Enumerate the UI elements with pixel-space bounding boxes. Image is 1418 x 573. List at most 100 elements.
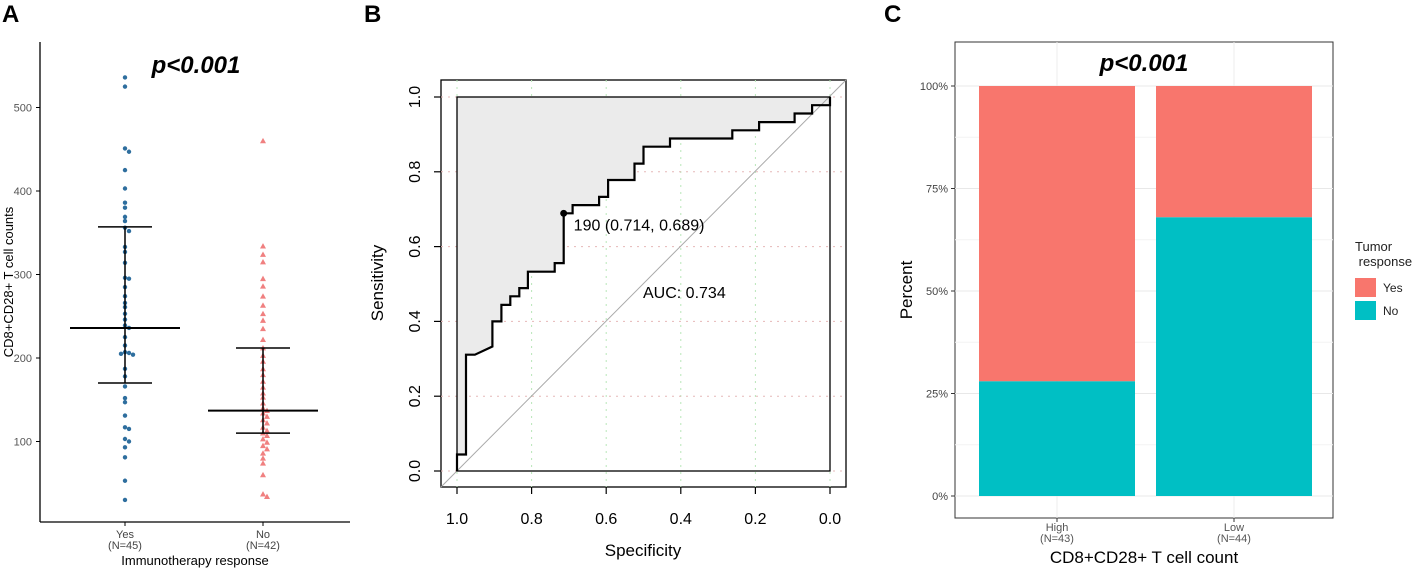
- panel-c-y-title: Percent: [897, 260, 916, 319]
- a-point-no: [260, 317, 266, 323]
- a-point-yes: [122, 384, 128, 389]
- a-point-yes: [126, 439, 132, 444]
- a-point-yes: [122, 445, 128, 450]
- a-point-yes: [126, 228, 132, 234]
- a-point-yes: [122, 84, 128, 89]
- a-point-no: [260, 460, 266, 466]
- b-x-tick-label: 0.4: [670, 511, 692, 528]
- panel-label-c: C: [884, 1, 901, 28]
- panel-label-a: A: [2, 1, 19, 28]
- a-point-no: [264, 432, 270, 439]
- c-bar-no: [1156, 217, 1312, 496]
- a-point-no: [260, 471, 266, 478]
- a-point-yes: [122, 400, 128, 405]
- a-y-tick-label: 100: [14, 437, 32, 449]
- panel-a-pvalue: p<0.001: [151, 52, 241, 79]
- a-point-yes: [122, 497, 128, 503]
- a-point-yes: [122, 214, 128, 220]
- a-point-no: [260, 302, 266, 308]
- a-point-yes: [122, 455, 128, 460]
- a-point-no: [260, 293, 266, 299]
- a-point-no: [260, 137, 266, 144]
- panel-a-x-title: Immunotherapy response: [121, 553, 268, 568]
- c-y-tick-label: 100%: [920, 81, 948, 93]
- panel-b-roc: 190 (0.714, 0.689) AUC: 0.734 1.0 0.8 0.6 0…: [368, 79, 847, 560]
- a-point-no: [264, 427, 270, 434]
- a-point-yes: [118, 351, 124, 357]
- panel-a-y-title: CD8+CD28+ T cell counts: [1, 206, 16, 357]
- a-point-yes: [122, 186, 128, 191]
- b-y-tick-label: 1.0: [407, 86, 424, 108]
- c-bar-yes: [1156, 86, 1312, 218]
- roc-curve: [455, 97, 832, 471]
- a-point-yes: [122, 218, 128, 224]
- a-y-tick-label: 200: [14, 353, 32, 365]
- a-point-no: [260, 442, 266, 449]
- a-point-yes: [122, 200, 128, 205]
- a-point-yes: [126, 276, 132, 281]
- a-point-yes: [122, 205, 128, 210]
- a-point-no: [264, 439, 270, 445]
- panel-label-b: B: [364, 1, 381, 28]
- roc-unit-box: [456, 96, 831, 472]
- a-point-yes: [126, 149, 132, 154]
- a-y-tick-label: 500: [14, 103, 32, 115]
- c-y-tick-label: 75%: [926, 184, 948, 196]
- a-point-no: [260, 275, 266, 282]
- a-point-no: [260, 491, 266, 497]
- panel-c-pvalue: p<0.001: [1099, 50, 1189, 77]
- b-y-tick-label: 0.4: [407, 310, 424, 332]
- c-y-tick-label: 0%: [932, 491, 948, 503]
- c-y-tick-label: 25%: [926, 389, 948, 401]
- a-point-no: [260, 243, 266, 249]
- panel-c-x-title: CD8+CD28+ T cell count: [1050, 548, 1239, 567]
- a-point-yes: [126, 350, 132, 356]
- a-x-tick-label: No (N=42): [246, 529, 280, 552]
- b-y-tick-label: 0.0: [407, 460, 424, 482]
- c-x-tick-label: Low (N=44): [1217, 522, 1251, 545]
- panel-a-dot-plot: 100 200 300 400 500 Yes (N=45) No (N=42) p<0.00…: [1, 42, 350, 568]
- a-point-no: [264, 493, 270, 500]
- a-point-no: [260, 450, 266, 456]
- a-point-no: [264, 446, 270, 452]
- b-y-tick-label: 0.8: [407, 161, 424, 183]
- a-point-no: [264, 413, 270, 419]
- roc-threshold-point: [560, 209, 568, 217]
- panel-b-y-title: Sensitivity: [368, 244, 387, 321]
- a-point-yes: [122, 425, 128, 430]
- a-point-no: [260, 325, 266, 332]
- a-point-no: [260, 336, 266, 343]
- c-x-tick-label: High (N=43): [1040, 522, 1074, 545]
- a-point-yes: [122, 146, 128, 151]
- a-point-yes: [126, 426, 132, 432]
- a-point-yes: [122, 395, 128, 401]
- a-point-yes: [122, 75, 128, 80]
- a-point-no: [264, 420, 270, 426]
- a-y-tick-label: 300: [14, 270, 32, 282]
- a-point-yes: [122, 436, 128, 442]
- a-y-tick-label: 400: [14, 186, 32, 198]
- a-point-no: [260, 455, 266, 461]
- panel-b-x-title: Specificity: [605, 541, 682, 560]
- b-x-tick-label: 0.8: [520, 511, 542, 528]
- a-point-no: [260, 283, 266, 289]
- a-point-yes: [122, 413, 128, 418]
- roc-area-shading: [457, 97, 830, 471]
- a-point-yes: [122, 478, 128, 483]
- c-bar-yes: [979, 86, 1135, 382]
- a-point-yes: [122, 167, 128, 173]
- a-point-yes: [130, 352, 136, 357]
- c-legend-label: Yes: [1383, 281, 1403, 295]
- b-x-tick-label: 0.2: [744, 511, 766, 528]
- a-x-tick-label: Yes (N=45): [108, 529, 142, 552]
- panel-c-stacked-bar: 0% 25% 50% 75% 100% High (N=43) Low (N=44) p<0.…: [897, 41, 1412, 567]
- c-legend-swatch: [1355, 278, 1376, 297]
- roc-reference-line: [440, 79, 847, 488]
- a-point-no: [260, 251, 266, 257]
- b-y-tick-label: 0.2: [407, 385, 424, 407]
- c-y-tick-label: 50%: [926, 286, 948, 298]
- b-x-tick-label: 0.6: [595, 511, 617, 528]
- a-point-no: [260, 258, 266, 265]
- roc-auc-label: AUC: 0.734: [643, 285, 726, 302]
